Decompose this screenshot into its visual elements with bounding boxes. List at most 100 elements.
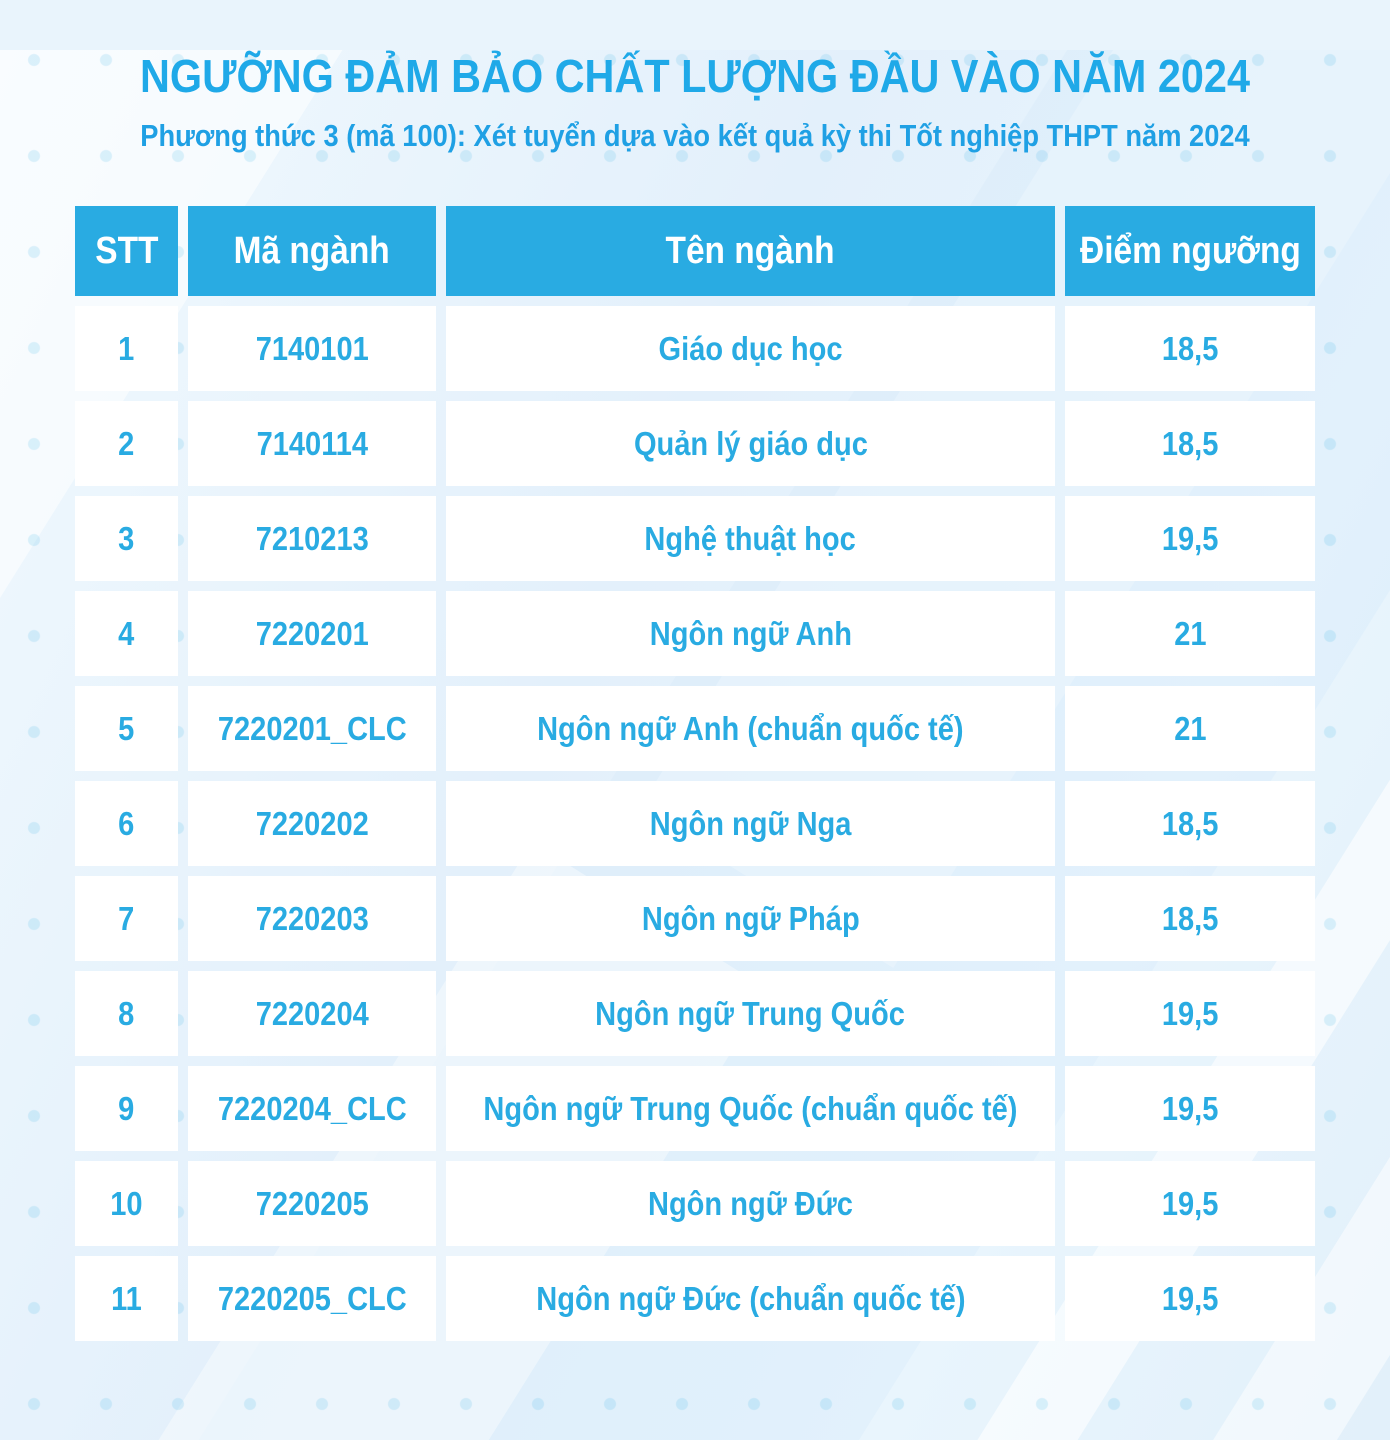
cell-text: 19,5 <box>1161 1279 1219 1317</box>
cell-text: 7220204 <box>255 994 369 1032</box>
cell-text: 7220202 <box>255 804 369 842</box>
cell-threshold-score: 18,5 <box>1065 781 1315 867</box>
cell-text: Ngôn ngữ Pháp <box>641 899 860 937</box>
cell-text: 7220205_CLC <box>217 1279 407 1317</box>
cell-text: 7140114 <box>256 424 368 462</box>
cell-stt: 2 <box>75 401 178 487</box>
cell-text: 6 <box>118 804 135 842</box>
cell-text: 3 <box>118 519 135 557</box>
cell-major-code: 7220205_CLC <box>188 1256 436 1342</box>
cell-major-name: Ngôn ngữ Đức (chuẩn quốc tế) <box>446 1256 1055 1342</box>
cell-text: 7140101 <box>255 329 369 367</box>
cell-threshold-score: 19,5 <box>1065 971 1315 1057</box>
page-title: NGƯỠNG ĐẢM BẢO CHẤT LƯỢNG ĐẦU VÀO NĂM 20… <box>140 50 1250 102</box>
cell-text: 7220201_CLC <box>217 709 407 747</box>
cell-text: Quản lý giáo dục <box>633 424 868 462</box>
cell-text: 21 <box>1173 709 1207 747</box>
cell-major-name: Ngôn ngữ Đức <box>446 1161 1055 1247</box>
cell-text: 2 <box>118 424 135 462</box>
cell-text: Ngôn ngữ Trung Quốc (chuẩn quốc tế) <box>483 1089 1018 1127</box>
cell-major-name: Giáo dục học <box>446 306 1055 392</box>
cell-major-name: Ngôn ngữ Nga <box>446 781 1055 867</box>
cell-text: 7220204_CLC <box>217 1089 407 1127</box>
cell-major-code: 7140114 <box>188 401 436 487</box>
cell-text: 7220201 <box>255 614 369 652</box>
cell-stt: 10 <box>75 1161 178 1247</box>
cell-stt: 1 <box>75 306 178 392</box>
cell-major-code: 7220205 <box>188 1161 436 1247</box>
cell-major-code: 7210213 <box>188 496 436 582</box>
cell-text: 19,5 <box>1161 1184 1219 1222</box>
cell-stt: 8 <box>75 971 178 1057</box>
cell-text: 19,5 <box>1161 1089 1219 1127</box>
cell-text: 10 <box>110 1184 143 1222</box>
cell-major-code: 7140101 <box>188 306 436 392</box>
cell-major-code: 7220204_CLC <box>188 1066 436 1152</box>
cell-text: Giáo dục học <box>658 329 843 367</box>
cell-text: 18,5 <box>1161 899 1219 937</box>
cell-text: 4 <box>118 614 135 652</box>
column-header-threshold-score: Điểm ngưỡng <box>1065 206 1315 297</box>
cell-threshold-score: 19,5 <box>1065 1161 1315 1247</box>
cell-text: 18,5 <box>1161 424 1219 462</box>
cell-stt: 3 <box>75 496 178 582</box>
cell-text: Ngôn ngữ Trung Quốc <box>595 994 906 1032</box>
cell-text: Ngôn ngữ Anh <box>649 614 852 652</box>
page-subtitle: Phương thức 3 (mã 100): Xét tuyển dựa và… <box>140 117 1250 153</box>
cell-text: 1 <box>118 329 135 367</box>
cell-major-name: Ngôn ngữ Trung Quốc (chuẩn quốc tế) <box>446 1066 1055 1152</box>
column-header-stt: STT <box>75 206 178 297</box>
cell-text: 8 <box>118 994 135 1032</box>
cell-major-name: Ngôn ngữ Anh <box>446 591 1055 677</box>
cell-text: 7220205 <box>255 1184 369 1222</box>
cell-stt: 11 <box>75 1256 178 1342</box>
cell-stt: 6 <box>75 781 178 867</box>
cell-text: 19,5 <box>1161 519 1219 557</box>
cell-major-name: Nghệ thuật học <box>446 496 1055 582</box>
cell-major-code: 7220202 <box>188 781 436 867</box>
cell-text: 7210213 <box>255 519 369 557</box>
cell-major-name: Quản lý giáo dục <box>446 401 1055 487</box>
cell-text: 7 <box>118 899 135 937</box>
cell-threshold-score: 21 <box>1065 686 1315 772</box>
cell-threshold-score: 18,5 <box>1065 876 1315 962</box>
cell-threshold-score: 19,5 <box>1065 1256 1315 1342</box>
cell-stt: 9 <box>75 1066 178 1152</box>
cell-threshold-score: 19,5 <box>1065 496 1315 582</box>
cell-stt: 5 <box>75 686 178 772</box>
cell-major-name: Ngôn ngữ Pháp <box>446 876 1055 962</box>
cell-text: Ngôn ngữ Đức (chuẩn quốc tế) <box>535 1279 966 1317</box>
cell-threshold-score: 18,5 <box>1065 306 1315 392</box>
cell-text: 18,5 <box>1161 329 1219 367</box>
column-header-label: STT <box>94 229 159 272</box>
poster: NGƯỠNG ĐẢM BẢO CHẤT LƯỢNG ĐẦU VÀO NĂM 20… <box>0 50 1390 1342</box>
cell-threshold-score: 19,5 <box>1065 1066 1315 1152</box>
cell-threshold-score: 21 <box>1065 591 1315 677</box>
cell-text: 18,5 <box>1161 804 1219 842</box>
cell-text: 9 <box>118 1089 135 1127</box>
column-header-label: Mã ngành <box>233 229 391 272</box>
column-header-label: Tên ngành <box>665 229 836 272</box>
cell-text: Ngôn ngữ Đức <box>648 1184 853 1222</box>
admission-thresholds-table: STT Mã ngành Tên ngành Điểm ngưỡng 1 714… <box>75 206 1315 1342</box>
cell-text: 11 <box>111 1279 142 1317</box>
cell-major-code: 7220203 <box>188 876 436 962</box>
cell-text: 19,5 <box>1161 994 1219 1032</box>
cell-text: 5 <box>118 709 135 747</box>
cell-threshold-score: 18,5 <box>1065 401 1315 487</box>
cell-stt: 4 <box>75 591 178 677</box>
cell-text: 21 <box>1173 614 1207 652</box>
cell-major-code: 7220204 <box>188 971 436 1057</box>
cell-text: Ngôn ngữ Anh (chuẩn quốc tế) <box>537 709 964 747</box>
column-header-major-name: Tên ngành <box>446 206 1055 297</box>
cell-text: Nghệ thuật học <box>644 519 857 557</box>
column-header-major-code: Mã ngành <box>188 206 436 297</box>
cell-text: 7220203 <box>255 899 369 937</box>
column-header-label: Điểm ngưỡng <box>1079 229 1301 272</box>
cell-major-code: 7220201_CLC <box>188 686 436 772</box>
cell-stt: 7 <box>75 876 178 962</box>
cell-major-name: Ngôn ngữ Trung Quốc <box>446 971 1055 1057</box>
cell-major-name: Ngôn ngữ Anh (chuẩn quốc tế) <box>446 686 1055 772</box>
cell-major-code: 7220201 <box>188 591 436 677</box>
cell-text: Ngôn ngữ Nga <box>649 804 852 842</box>
